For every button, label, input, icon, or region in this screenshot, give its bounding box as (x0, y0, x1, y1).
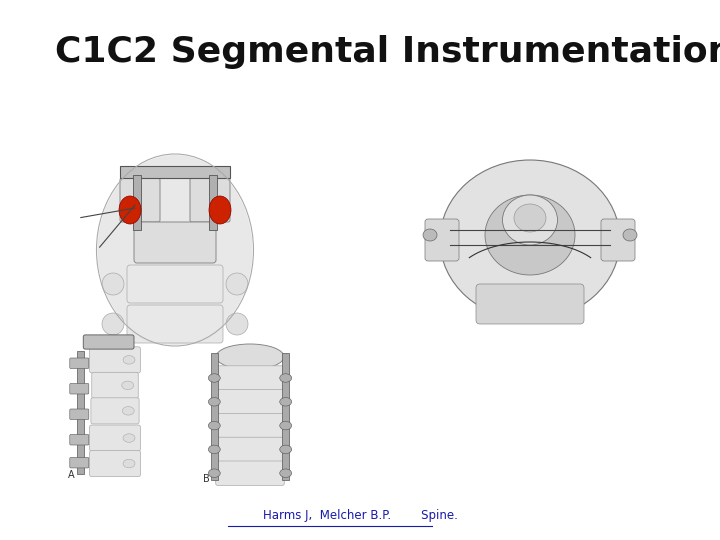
FancyBboxPatch shape (89, 347, 140, 373)
Text: B: B (203, 474, 210, 484)
Bar (77, 350, 84, 474)
FancyBboxPatch shape (216, 366, 284, 390)
FancyBboxPatch shape (216, 461, 284, 485)
FancyBboxPatch shape (216, 389, 284, 414)
FancyBboxPatch shape (127, 305, 223, 343)
FancyBboxPatch shape (70, 409, 89, 420)
Ellipse shape (280, 421, 292, 430)
Bar (282, 353, 289, 480)
Ellipse shape (280, 469, 292, 477)
Ellipse shape (485, 195, 575, 275)
Bar (211, 353, 217, 480)
Ellipse shape (623, 229, 637, 241)
FancyBboxPatch shape (216, 437, 284, 462)
Ellipse shape (208, 445, 220, 454)
Bar (209, 175, 217, 230)
FancyBboxPatch shape (91, 398, 139, 424)
FancyBboxPatch shape (91, 372, 138, 399)
Text: A: A (68, 470, 75, 480)
Ellipse shape (123, 356, 135, 364)
FancyBboxPatch shape (601, 219, 635, 261)
Text: C1C2 Segmental Instrumentation: C1C2 Segmental Instrumentation (55, 35, 720, 69)
Ellipse shape (423, 229, 437, 241)
FancyBboxPatch shape (120, 178, 160, 222)
Ellipse shape (208, 397, 220, 406)
FancyBboxPatch shape (476, 284, 584, 324)
Ellipse shape (122, 407, 134, 415)
Bar (120, 166, 230, 178)
FancyBboxPatch shape (70, 435, 89, 445)
Ellipse shape (208, 374, 220, 382)
Ellipse shape (514, 204, 546, 232)
Ellipse shape (123, 434, 135, 442)
Ellipse shape (226, 313, 248, 335)
Ellipse shape (123, 460, 135, 468)
Ellipse shape (97, 155, 253, 345)
Ellipse shape (440, 160, 620, 320)
FancyBboxPatch shape (134, 222, 216, 263)
Ellipse shape (209, 196, 231, 224)
Ellipse shape (102, 313, 124, 335)
Ellipse shape (119, 196, 141, 224)
FancyBboxPatch shape (425, 219, 459, 261)
Ellipse shape (280, 445, 292, 454)
FancyBboxPatch shape (216, 414, 284, 438)
FancyBboxPatch shape (84, 335, 134, 349)
Bar (133, 175, 141, 230)
Ellipse shape (226, 273, 248, 295)
FancyBboxPatch shape (70, 457, 89, 468)
Ellipse shape (280, 397, 292, 406)
FancyBboxPatch shape (127, 265, 223, 303)
FancyBboxPatch shape (89, 450, 140, 477)
Ellipse shape (102, 273, 124, 295)
Ellipse shape (208, 469, 220, 477)
Ellipse shape (208, 421, 220, 430)
FancyBboxPatch shape (190, 178, 230, 222)
FancyBboxPatch shape (70, 383, 89, 394)
Ellipse shape (280, 374, 292, 382)
FancyBboxPatch shape (70, 358, 89, 368)
FancyBboxPatch shape (89, 425, 140, 451)
Ellipse shape (122, 381, 134, 389)
Ellipse shape (503, 195, 557, 245)
Ellipse shape (216, 344, 284, 369)
Text: Harms J,  Melcher B.P.        Spine.: Harms J, Melcher B.P. Spine. (263, 509, 457, 522)
